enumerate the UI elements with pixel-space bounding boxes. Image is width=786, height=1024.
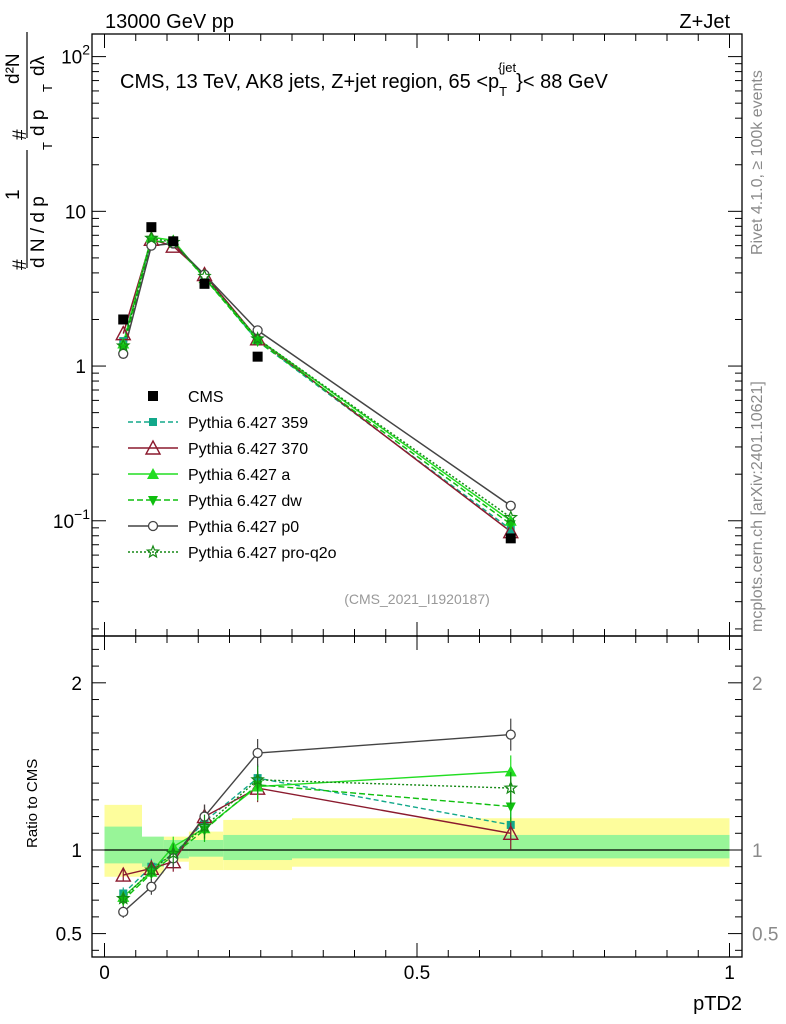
main-axes: 10−1 1 10 102 bbox=[53, 33, 743, 637]
main-series-point bbox=[250, 331, 265, 346]
legend-label: Pythia 6.427 pro-q2o bbox=[188, 545, 337, 562]
ylabel-dN-over: d N / d p bbox=[28, 196, 49, 268]
analysis-watermark: (CMS_2021_I1920187) bbox=[344, 591, 490, 607]
cms-data-point bbox=[252, 351, 263, 362]
ratio-y-axis-label: Ratio to CMS bbox=[24, 759, 41, 848]
ratio-band-inner bbox=[223, 834, 292, 861]
ylabel-dpT: d p bbox=[28, 110, 49, 136]
ratio-series-point bbox=[504, 765, 517, 777]
ratio-y-tick-label: 0.5 bbox=[56, 925, 82, 946]
ratio-band-inner bbox=[104, 826, 142, 864]
rivet-label: Rivet 4.1.0, ≥ 100k events bbox=[749, 70, 766, 255]
ratio-y-tick-label: 2 bbox=[71, 674, 82, 695]
process-label: Z+Jet bbox=[679, 11, 730, 33]
main-series-point bbox=[505, 520, 516, 531]
ratio-y-tick-label: 1 bbox=[71, 841, 82, 862]
main-series-line bbox=[122, 240, 512, 525]
ratio-series-point bbox=[146, 881, 157, 892]
main-y-tick-label: 1 bbox=[75, 357, 86, 378]
x-tick-label: 0 bbox=[99, 963, 110, 984]
mcplots-label: mcplots.cern.ch [arXiv:2401.10621] bbox=[749, 381, 766, 632]
ratio-series-point bbox=[505, 729, 516, 740]
ratio-y-tick-label-right: 1 bbox=[752, 841, 763, 862]
chart-title: CMS, 13 TeV, AK8 jets, Z+jet region, 65 … bbox=[120, 60, 609, 99]
ratio-series-point bbox=[165, 845, 181, 860]
ylabel-hash-1: # bbox=[10, 259, 31, 270]
main-y-tick-label: 10−1 bbox=[53, 506, 90, 533]
ratio-series-point bbox=[503, 780, 519, 795]
legend-marker bbox=[147, 468, 159, 479]
legend-marker bbox=[147, 520, 159, 532]
ratio-series-point bbox=[115, 866, 132, 882]
main-series-markers bbox=[115, 222, 519, 544]
main-series-line bbox=[122, 242, 512, 507]
ylabel-hash-2: # bbox=[10, 129, 31, 140]
ylabel-one: 1 bbox=[3, 189, 24, 200]
cms-data-point bbox=[168, 236, 179, 247]
cms-data-point bbox=[118, 314, 129, 325]
ylabel-T-sub-2: T bbox=[40, 84, 55, 92]
ratio-series-point bbox=[250, 772, 265, 786]
main-y-tick-label: 102 bbox=[61, 42, 90, 69]
ratio-series-line bbox=[122, 733, 511, 913]
ratio-band-inner bbox=[142, 836, 164, 867]
main-y-axis-label: # 1 d N / d p T # d²N d p T dλ bbox=[3, 32, 55, 270]
cms-data-point bbox=[199, 278, 210, 289]
ratio-series-point bbox=[115, 890, 131, 905]
legend-marker bbox=[144, 439, 162, 455]
ratio-y-tick-label-right: 2 bbox=[752, 674, 763, 695]
ratio-series-point bbox=[505, 802, 516, 813]
chart-title-main: CMS, 13 TeV, AK8 jets, Z+jet region, 65 … bbox=[120, 71, 499, 93]
ylabel-dlambda: dλ bbox=[28, 55, 49, 76]
legend-label: Pythia 6.427 p0 bbox=[188, 519, 299, 536]
x-tick-label: 0.5 bbox=[404, 963, 430, 984]
cms-data-point bbox=[146, 222, 157, 233]
legend-marker bbox=[148, 496, 158, 506]
ratio-band-inner bbox=[188, 839, 224, 857]
legend-label: Pythia 6.427 dw bbox=[188, 493, 302, 510]
ratio-y-tick-label-right: 0.5 bbox=[752, 925, 778, 946]
chart-title-sup: {jet bbox=[498, 60, 516, 75]
main-series-line bbox=[122, 236, 512, 522]
main-series-point bbox=[115, 338, 131, 353]
ratio-series-point bbox=[502, 824, 519, 840]
cms-data-point bbox=[505, 533, 516, 544]
ylabel-d2N: d²N bbox=[3, 53, 24, 84]
ratio-series-point bbox=[252, 747, 263, 759]
chart-title-sub: T bbox=[499, 84, 507, 99]
main-series-point bbox=[144, 230, 159, 245]
main-series-point bbox=[118, 348, 129, 359]
ratio-series-point bbox=[118, 906, 129, 918]
ratio-axes: 0 0.5 1 0.5 0.5 1 1 2 2 bbox=[56, 635, 778, 984]
ratio-panel: 0 0.5 1 0.5 0.5 1 1 2 2 bbox=[56, 635, 778, 984]
legend-marker bbox=[148, 391, 158, 401]
legend-label: Pythia 6.427 370 bbox=[188, 441, 308, 458]
legend-label: Pythia 6.427 a bbox=[188, 467, 290, 484]
ratio-series-line bbox=[122, 784, 511, 901]
legend-marker bbox=[149, 418, 157, 426]
x-tick-label: 1 bbox=[724, 963, 735, 984]
ratio-series-point bbox=[197, 818, 212, 833]
legend-label: Pythia 6.427 359 bbox=[188, 415, 308, 432]
x-axis-label: pTD2 bbox=[693, 993, 742, 1015]
main-series-point bbox=[505, 500, 516, 511]
legend-label: CMS bbox=[188, 389, 224, 406]
main-y-tick-label: 10 bbox=[65, 202, 86, 223]
main-series-point bbox=[252, 325, 263, 336]
chart-title-close: }< 88 GeV bbox=[516, 71, 608, 93]
energy-label: 13000 GeV pp bbox=[105, 11, 234, 33]
ratio-uncertainty-bands bbox=[104, 804, 730, 877]
main-panel: 10−1 1 10 102 CMS, 13 TeV, AK8 jets, Z+jet … bbox=[53, 33, 743, 637]
legend: CMS Pythia 6.427 359 Pythia 6.427 370 Pythi… bbox=[128, 389, 337, 562]
ratio-frame bbox=[91, 635, 743, 958]
main-series-lines bbox=[122, 236, 512, 533]
legend-marker bbox=[145, 544, 161, 559]
ratio-series-markers bbox=[115, 718, 519, 918]
ylabel-T-sub: T bbox=[40, 142, 55, 150]
main-series-point bbox=[503, 509, 519, 524]
main-series-line bbox=[122, 237, 512, 519]
ratio-series-point bbox=[144, 862, 159, 877]
